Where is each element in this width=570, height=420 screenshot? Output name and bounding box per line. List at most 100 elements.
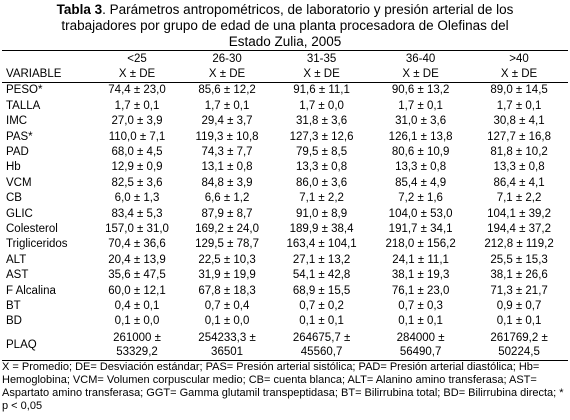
value-cell: 83,4 ± 5,3 bbox=[111, 207, 163, 220]
value-cell: 13,1 ± 0,8 bbox=[201, 161, 253, 174]
table-row: AST 35,6 ± 47,5 31,9 ± 19,9 54,1 ± 42,8 38,1… bbox=[2, 267, 568, 282]
table-row: TALLA 1,7 ± 0,1 1,7 ± 0,1 1,7 ± 0,0 1,7 ± 0,… bbox=[2, 98, 568, 113]
value-cell: 163,4 ± 104,1 bbox=[286, 238, 357, 251]
value-text: 264675,7 ± 45560,7 bbox=[292, 331, 351, 358]
value-text: 261000 ± 53329,2 bbox=[113, 331, 161, 358]
value-cell: 27,1 ± 13,2 bbox=[292, 253, 351, 266]
value-cell: 91,0 ± 8,9 bbox=[296, 207, 348, 220]
value-cell: 81,8 ± 10,2 bbox=[490, 146, 548, 159]
value-cell: 1,7 ± 0,1 bbox=[496, 99, 542, 112]
variable-cell: PLAQ bbox=[2, 329, 92, 362]
value-cell: 261000 ± 53329,2 bbox=[92, 329, 183, 362]
value-cell: 31,9 ± 19,9 bbox=[198, 269, 256, 282]
value-cell: 54,1 ± 42,8 bbox=[292, 269, 351, 282]
value-cell: 13,3 ± 0,8 bbox=[395, 161, 447, 174]
value-cell: 31,8 ± 3,6 bbox=[296, 115, 348, 128]
footnote: X = Promedio; DE= Desviación estándar; P… bbox=[2, 361, 564, 413]
value-cell: 35,6 ± 47,5 bbox=[108, 269, 166, 282]
variable-cell: Hb bbox=[6, 161, 21, 174]
value-cell: 80,6 ± 10,9 bbox=[391, 146, 450, 159]
table-row: Hb 12,9 ± 0,9 13,1 ± 0,8 13,3 ± 0,8 13,3 ± 0… bbox=[2, 160, 568, 175]
value-text: 261769,2 ± 50224,5 bbox=[490, 331, 548, 358]
variable-cell: BT bbox=[6, 299, 21, 312]
stat-header: X ± DE bbox=[92, 66, 183, 83]
variable-cell: GLIC bbox=[6, 207, 33, 220]
table-row: Colesterol 157,0 ± 31,0 169,2 ± 24,0 189,9 … bbox=[2, 221, 568, 236]
value-cell: 0,1 ± 0,0 bbox=[204, 315, 250, 328]
value-cell: 0,1 ± 0,1 bbox=[398, 315, 443, 328]
value-text: 284000 ± 56490,7 bbox=[396, 331, 445, 358]
value-cell: 86,4 ± 4,1 bbox=[493, 176, 545, 189]
value-cell: 104,0 ± 53,0 bbox=[388, 207, 453, 220]
table-row: CB 6,0 ± 1,3 6,6 ± 1,2 7,1 ± 2,2 7,2 ± 1,6 7,… bbox=[2, 191, 568, 206]
value-cell: 119,3 ± 10,8 bbox=[195, 130, 259, 143]
value-cell: 24,1 ± 11,1 bbox=[392, 253, 449, 266]
variable-cell: CB bbox=[6, 192, 22, 205]
table-row: Trigliceridos 70,4 ± 36,6 129,5 ± 78,7 163,… bbox=[2, 237, 568, 252]
value-cell: 0,7 ± 0,3 bbox=[398, 299, 443, 312]
value-cell: 189,9 ± 38,4 bbox=[289, 222, 354, 235]
title-text: . Parámetros antropométricos, de laborat… bbox=[61, 2, 514, 49]
value-cell: 91,6 ± 11,1 bbox=[293, 84, 350, 97]
value-cell: 68,0 ± 4,5 bbox=[111, 146, 163, 159]
value-cell: 30,8 ± 4,1 bbox=[493, 115, 545, 128]
value-cell: 0,9 ± 0,7 bbox=[496, 299, 542, 312]
value-cell: 0,7 ± 0,2 bbox=[299, 299, 344, 312]
variable-cell: PESO* bbox=[6, 84, 43, 97]
variable-cell: BD bbox=[6, 315, 22, 328]
value-cell: 25,5 ± 15,3 bbox=[490, 253, 548, 266]
value-cell: 1,7 ± 0,1 bbox=[204, 99, 250, 112]
variable-cell: Trigliceridos bbox=[6, 238, 68, 251]
value-cell: 13,3 ± 0,8 bbox=[296, 161, 348, 174]
table-row: BD 0,1 ± 0,0 0,1 ± 0,0 0,1 ± 0,1 0,1 ± 0,1 0,… bbox=[2, 314, 568, 329]
stat-header: X ± DE bbox=[272, 66, 372, 83]
value-cell: 38,1 ± 26,6 bbox=[490, 269, 548, 282]
table-row: PAS* 110,0 ± 7,1 119,3 ± 10,8 127,3 ± 12,6 1… bbox=[2, 129, 568, 144]
value-cell: 85,6 ± 12,2 bbox=[198, 84, 256, 97]
value-cell: 74,3 ± 7,7 bbox=[201, 146, 253, 159]
value-cell: 0,7 ± 0,4 bbox=[204, 299, 250, 312]
header-row: VARIABLE X ± DE X ± DE X ± DE X ± DE X ± DE bbox=[2, 66, 568, 83]
value-cell: 85,4 ± 4,9 bbox=[395, 176, 447, 189]
value-cell: 127,7 ± 16,8 bbox=[487, 130, 551, 143]
value-cell: 218,0 ± 156,2 bbox=[385, 238, 456, 251]
group-header: <25 bbox=[92, 50, 183, 67]
value-cell: 129,5 ± 78,7 bbox=[195, 238, 259, 251]
value-cell: 254233,3 ± 36501 bbox=[182, 329, 273, 362]
value-cell: 13,3 ± 0,8 bbox=[493, 161, 545, 174]
value-cell: 261769,2 ± 50224,5 bbox=[470, 329, 568, 362]
value-cell: 31,0 ± 3,6 bbox=[395, 115, 447, 128]
data-table: <25 26-30 31-35 36-40 >40 VARIABLE X ± DE X ± D… bbox=[2, 50, 568, 362]
value-cell: 0,1 ± 0,1 bbox=[496, 315, 542, 328]
value-cell: 87,9 ± 8,7 bbox=[201, 207, 253, 220]
variable-cell: Colesterol bbox=[6, 222, 58, 235]
value-cell: 157,0 ± 31,0 bbox=[105, 222, 169, 235]
value-cell: 127,3 ± 12,6 bbox=[289, 130, 354, 143]
value-cell: 38,1 ± 19,3 bbox=[391, 269, 450, 282]
group-header: 31-35 bbox=[272, 50, 372, 67]
variable-cell: PAD bbox=[6, 146, 29, 159]
variable-cell: IMC bbox=[6, 115, 28, 128]
table-row: BT 0,4 ± 0,1 0,7 ± 0,4 0,7 ± 0,2 0,7 ± 0,3 0,… bbox=[2, 298, 568, 313]
table-row: VCM 82,5 ± 3,6 84,8 ± 3,9 86,0 ± 3,6 85,4 ± … bbox=[2, 175, 568, 190]
value-cell: 6,6 ± 1,2 bbox=[204, 192, 250, 205]
value-cell: 7,1 ± 2,2 bbox=[496, 192, 542, 205]
table-label: Tabla 3 bbox=[56, 2, 103, 17]
variable-cell: VCM bbox=[6, 176, 32, 189]
value-cell: 74,4 ± 23,0 bbox=[108, 84, 166, 97]
value-cell: 70,4 ± 36,6 bbox=[108, 238, 166, 251]
value-cell: 284000 ± 56490,7 bbox=[371, 329, 471, 362]
value-cell: 191,7 ± 34,1 bbox=[388, 222, 453, 235]
value-cell: 1,7 ± 0,0 bbox=[299, 99, 344, 112]
value-cell: 12,9 ± 0,9 bbox=[111, 161, 163, 174]
stat-header: X ± DE bbox=[182, 66, 273, 83]
value-cell: 89,0 ± 14,5 bbox=[490, 84, 548, 97]
value-cell: 27,0 ± 3,9 bbox=[111, 115, 163, 128]
value-cell: 71,3 ± 21,7 bbox=[490, 284, 548, 297]
value-cell: 212,8 ± 119,2 bbox=[484, 238, 554, 251]
value-cell: 0,4 ± 0,1 bbox=[114, 299, 160, 312]
value-cell: 68,9 ± 15,5 bbox=[292, 284, 351, 297]
value-cell: 22,5 ± 10,3 bbox=[198, 253, 256, 266]
variable-cell: TALLA bbox=[6, 99, 41, 112]
